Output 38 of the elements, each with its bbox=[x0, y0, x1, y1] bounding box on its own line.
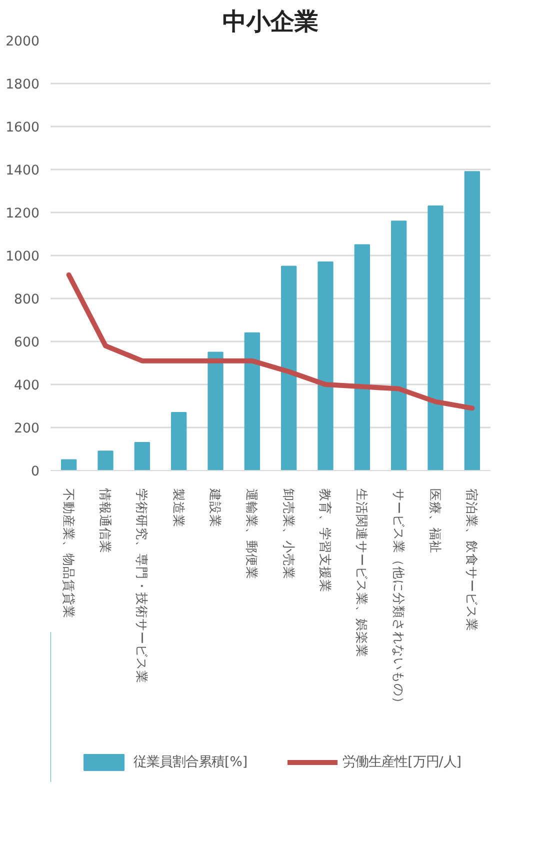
y-tick-label: 1200 bbox=[6, 206, 40, 222]
bar bbox=[391, 220, 407, 470]
y-tick-label: 1000 bbox=[6, 250, 40, 264]
x-tick-label: 情報通信業 bbox=[98, 488, 113, 554]
x-tick-label: 建設業 bbox=[208, 488, 223, 528]
bar bbox=[354, 244, 370, 470]
x-tick-label: サービス業（他に分類されないもの） bbox=[391, 488, 406, 710]
x-tick-label: 学術研究、専門・技術サービス業 bbox=[134, 488, 150, 684]
bar bbox=[428, 206, 444, 470]
bar bbox=[61, 459, 77, 470]
chart-title: 中小企業 bbox=[222, 8, 318, 36]
x-tick-label: 不動産業、物品賃貸業 bbox=[61, 488, 76, 618]
bar bbox=[318, 261, 334, 470]
legend-label: 従業員割合累積[%] bbox=[134, 754, 248, 771]
x-tick-label: 宿泊業、飲食サービス業 bbox=[464, 488, 480, 632]
bar bbox=[134, 442, 150, 470]
y-tick-label: 1600 bbox=[6, 120, 40, 136]
x-tick-label: 教育、学習支援業 bbox=[318, 488, 333, 592]
x-tick-label: 運輸業、郵便業 bbox=[244, 488, 260, 580]
x-tick-label: 卸売業、小売業 bbox=[281, 488, 296, 580]
bar bbox=[208, 352, 224, 470]
y-tick-label: 0 bbox=[31, 464, 40, 480]
bar bbox=[244, 332, 260, 470]
y-tick-label: 600 bbox=[14, 336, 40, 350]
x-tick-label: 医療、福祉 bbox=[428, 488, 443, 554]
bar bbox=[464, 171, 480, 470]
y-tick-label: 200 bbox=[14, 422, 40, 436]
bar bbox=[281, 266, 297, 470]
y-tick-label: 400 bbox=[14, 378, 40, 394]
y-tick-label: 1800 bbox=[6, 78, 40, 92]
x-tick-label: 製造業 bbox=[171, 488, 186, 528]
bar bbox=[171, 412, 187, 470]
x-tick-label: 生活関連サービス業、娯楽業 bbox=[354, 488, 370, 658]
legend-label: 労働生産性[万円/人] bbox=[342, 754, 462, 771]
bar bbox=[98, 450, 114, 470]
y-tick-label: 2000 bbox=[6, 34, 40, 50]
y-tick-label: 800 bbox=[14, 292, 40, 308]
y-tick-label: 1400 bbox=[6, 164, 40, 178]
